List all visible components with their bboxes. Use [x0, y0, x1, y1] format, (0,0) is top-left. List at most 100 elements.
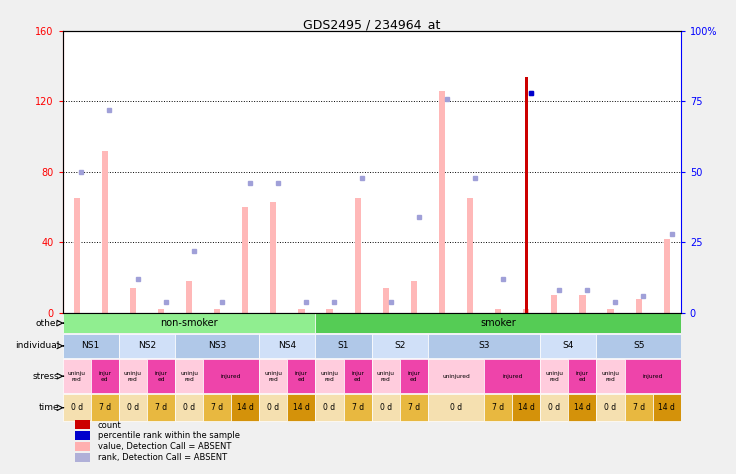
Bar	[91, 359, 118, 393]
Bar	[540, 359, 568, 393]
Text: 0 d: 0 d	[604, 403, 617, 412]
Text: 0 d: 0 d	[127, 403, 139, 412]
Bar	[147, 394, 175, 421]
Bar	[439, 91, 445, 313]
Bar	[130, 288, 136, 313]
Text: injur
ed: injur ed	[576, 371, 589, 382]
Text: rank, Detection Call = ABSENT: rank, Detection Call = ABSENT	[98, 453, 227, 462]
Bar	[186, 281, 192, 313]
Text: time: time	[39, 403, 60, 412]
Bar	[63, 394, 91, 421]
Bar	[316, 313, 681, 333]
Text: 7 d: 7 d	[155, 403, 167, 412]
Bar	[327, 310, 333, 313]
Text: 0 d: 0 d	[380, 403, 392, 412]
Text: 14 d: 14 d	[237, 403, 254, 412]
Text: injur
ed: injur ed	[295, 371, 308, 382]
Bar	[259, 334, 316, 358]
Bar	[158, 310, 164, 313]
Bar	[428, 334, 540, 358]
Bar	[372, 394, 400, 421]
Bar	[75, 442, 91, 451]
Bar	[75, 431, 91, 440]
Bar	[118, 394, 147, 421]
Bar	[400, 359, 428, 393]
Bar	[551, 295, 557, 313]
Text: 0 d: 0 d	[267, 403, 280, 412]
Text: injur
ed: injur ed	[351, 371, 364, 382]
Text: 0 d: 0 d	[450, 403, 462, 412]
Text: 14 d: 14 d	[658, 403, 675, 412]
Text: S3: S3	[478, 341, 490, 350]
Bar	[63, 313, 316, 333]
Text: NS2: NS2	[138, 341, 156, 350]
Bar	[467, 198, 473, 313]
Text: uninju
red: uninju red	[264, 371, 283, 382]
Text: uninju
red: uninju red	[124, 371, 142, 382]
Bar	[118, 359, 147, 393]
Bar	[203, 359, 259, 393]
Title: GDS2495 / 234964_at: GDS2495 / 234964_at	[303, 18, 440, 31]
Text: 7 d: 7 d	[492, 403, 504, 412]
Text: uninju
red: uninju red	[545, 371, 563, 382]
Bar	[411, 281, 417, 313]
Text: percentile rank within the sample: percentile rank within the sample	[98, 431, 240, 440]
Text: 0 d: 0 d	[71, 403, 82, 412]
Bar	[636, 299, 642, 313]
Bar	[355, 198, 361, 313]
Bar	[203, 394, 231, 421]
Text: smoker: smoker	[481, 318, 516, 328]
Bar	[147, 359, 175, 393]
Bar	[484, 359, 540, 393]
Text: other: other	[35, 319, 60, 328]
Bar	[428, 394, 484, 421]
Text: uninju
red: uninju red	[377, 371, 394, 382]
Text: non-smoker: non-smoker	[160, 318, 218, 328]
Bar	[63, 334, 118, 358]
Text: uninju
red: uninju red	[320, 371, 339, 382]
Text: injur
ed: injur ed	[155, 371, 167, 382]
Bar	[63, 359, 91, 393]
Bar	[596, 334, 681, 358]
Text: 7 d: 7 d	[99, 403, 111, 412]
Bar	[596, 359, 625, 393]
Text: value, Detection Call = ABSENT: value, Detection Call = ABSENT	[98, 442, 231, 451]
Bar	[287, 359, 316, 393]
Bar	[75, 453, 91, 462]
Bar	[91, 394, 118, 421]
Bar	[540, 394, 568, 421]
Bar	[74, 198, 79, 313]
Text: injured: injured	[502, 374, 523, 379]
Bar	[231, 394, 259, 421]
Bar	[568, 359, 596, 393]
Text: NS1: NS1	[82, 341, 100, 350]
Bar	[625, 359, 681, 393]
Bar	[579, 295, 586, 313]
Bar	[242, 207, 248, 313]
Text: 0 d: 0 d	[548, 403, 560, 412]
Bar	[512, 394, 540, 421]
Text: 7 d: 7 d	[211, 403, 223, 412]
Bar	[664, 239, 670, 313]
Text: 0 d: 0 d	[183, 403, 195, 412]
Bar	[383, 288, 389, 313]
Text: S1: S1	[338, 341, 350, 350]
Bar	[400, 394, 428, 421]
Bar	[75, 420, 91, 429]
Bar	[344, 359, 372, 393]
Text: 7 d: 7 d	[352, 403, 364, 412]
Bar	[625, 394, 653, 421]
Bar	[298, 310, 305, 313]
Text: injur
ed: injur ed	[407, 371, 420, 382]
Bar	[344, 394, 372, 421]
Bar	[568, 394, 596, 421]
Bar	[214, 310, 220, 313]
Text: individual: individual	[15, 341, 60, 350]
Bar	[372, 359, 400, 393]
Text: 7 d: 7 d	[408, 403, 420, 412]
Bar	[316, 334, 372, 358]
Bar	[175, 359, 203, 393]
Bar	[287, 394, 316, 421]
Text: S4: S4	[563, 341, 574, 350]
Text: 0 d: 0 d	[323, 403, 336, 412]
